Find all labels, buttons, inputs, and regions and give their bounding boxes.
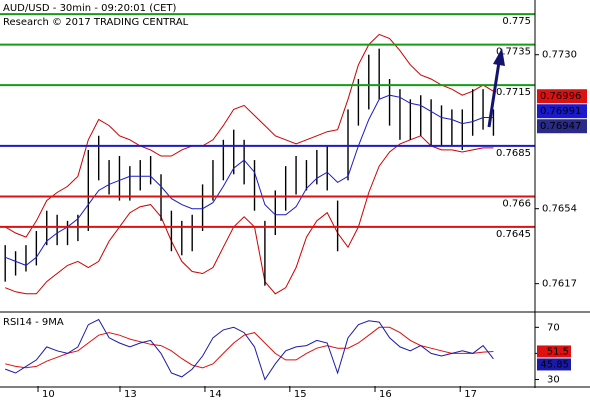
last-value-box: [537, 104, 587, 119]
last-value-box: [537, 89, 587, 104]
last-value-label: 45.85: [540, 359, 569, 370]
level-label: 0.7715: [496, 87, 531, 98]
level-label: 0.766: [502, 199, 531, 210]
chart-title: AUD/USD - 30min - 09:20:01 (CET): [3, 3, 177, 14]
y-tick-label: 0.7654: [542, 204, 577, 215]
plot-area: 0.775 0.7735 0.7715 0.7685 0.766 0.7645: [0, 13, 535, 381]
level-label: 0.7685: [496, 148, 531, 159]
last-value-box: [537, 345, 571, 358]
y-tick-label: 0.7617: [542, 279, 577, 290]
x-tick-label: 15: [294, 389, 307, 400]
forecast-arrowhead: [493, 48, 505, 66]
chart-subtitle: Research © 2017 TRADING CENTRAL: [3, 17, 189, 28]
last-value-label: 0.76947: [540, 121, 581, 132]
x-tick-label: 10: [42, 389, 55, 400]
last-value-label: 0.76991: [540, 106, 581, 117]
y-tick-label: 70: [547, 322, 560, 333]
x-tick-label: 16: [379, 389, 392, 400]
rsi-title: RSI14 - 9MA: [3, 317, 64, 328]
y-tick-label: 0.7730: [542, 50, 577, 61]
level-label: 0.7735: [496, 47, 531, 58]
last-value-box: [537, 119, 587, 134]
forecast-arrow: [487, 61, 501, 128]
y-tick-label: 30: [547, 374, 560, 385]
x-tick-label: 13: [124, 389, 137, 400]
last-value-label: 51.5: [547, 346, 569, 357]
moving-average: [5, 94, 494, 266]
rsi-line: [5, 318, 494, 381]
level-label: 0.7645: [496, 229, 531, 240]
last-value-label: 0.76996: [540, 91, 581, 102]
level-label: 0.775: [502, 16, 531, 27]
last-value-box: [537, 358, 571, 371]
band-line: [5, 135, 494, 295]
x-tick-label: 17: [464, 389, 477, 400]
rsi-line: [5, 326, 494, 369]
x-tick-label: 14: [209, 389, 222, 400]
